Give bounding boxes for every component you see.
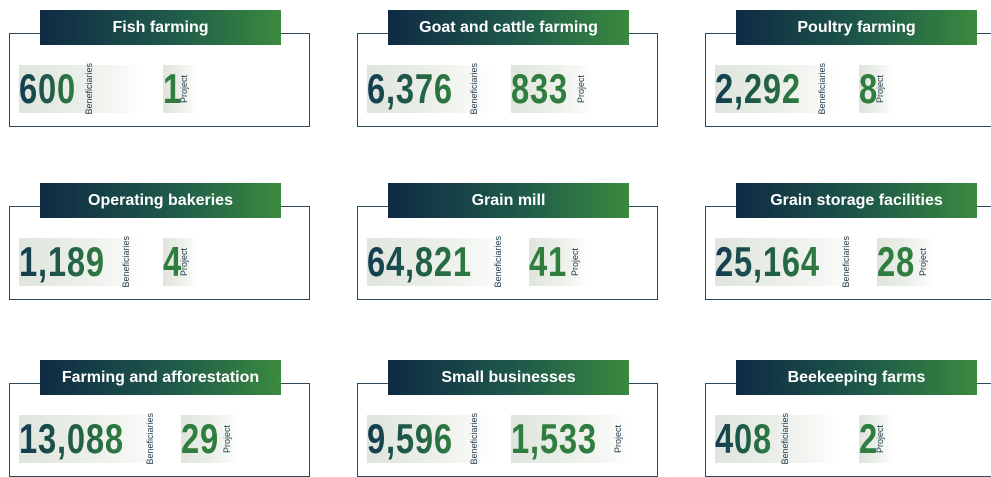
projects-count: 41 — [529, 238, 568, 285]
stat-row: 600 Beneficiaries 1 Project — [19, 63, 198, 115]
beneficiaries-group: 6,376 Beneficiaries — [367, 63, 493, 115]
projects-label: Project — [576, 74, 587, 103]
projects-count: 1 — [163, 65, 183, 112]
beneficiaries-label: Beneficiaries — [817, 63, 828, 115]
card-title: Beekeeping farms — [736, 360, 977, 395]
projects-count: 2 — [859, 415, 879, 462]
card-title: Poultry farming — [736, 10, 977, 45]
projects-label: Project — [875, 424, 886, 453]
stat-row: 408 Beneficiaries 2 Project — [715, 413, 894, 465]
projects-group: 8 Project — [859, 65, 894, 113]
beneficiaries-group: 9,596 Beneficiaries — [367, 413, 493, 465]
beneficiaries-group: 408 Beneficiaries — [715, 413, 841, 465]
projects-group: 41 Project — [529, 238, 589, 286]
stat-row: 13,088 Beneficiaries 29 Project — [19, 413, 241, 465]
stat-row: 64,821 Beneficiaries 41 Project — [367, 236, 589, 288]
beneficiaries-label: Beneficiaries — [469, 63, 480, 115]
beneficiaries-group: 25,164 Beneficiaries — [715, 236, 860, 288]
projects-group: 833 Project — [511, 65, 595, 113]
card-title: Farming and afforestation — [40, 360, 281, 395]
beneficiaries-label: Beneficiaries — [145, 413, 156, 465]
beneficiaries-label: Beneficiaries — [121, 236, 132, 288]
projects-label: Project — [222, 424, 233, 453]
beneficiaries-label: Beneficiaries — [469, 413, 480, 465]
projects-count: 833 — [511, 65, 569, 112]
stat-row: 9,596 Beneficiaries 1,533 Project — [367, 413, 632, 465]
beneficiaries-count: 6,376 — [367, 65, 453, 112]
projects-group: 29 Project — [181, 415, 241, 463]
stat-row: 1,189 Beneficiaries 4 Project — [19, 236, 198, 288]
beneficiaries-count: 64,821 — [367, 238, 472, 285]
stat-card: Farming and afforestation 13,088 Beneficia… — [9, 360, 310, 477]
beneficiaries-group: 600 Beneficiaries — [19, 63, 145, 115]
stat-card: Beekeeping farms 408 Beneficiaries 2 Project — [705, 360, 991, 477]
projects-count: 1,533 — [511, 415, 597, 462]
stat-card: Operating bakeries 1,189 Beneficiaries 4 Pro… — [9, 183, 310, 300]
card-title: Goat and cattle farming — [388, 10, 629, 45]
beneficiaries-label: Beneficiaries — [493, 236, 504, 288]
stat-card: Fish farming 600 Beneficiaries 1 Project — [9, 10, 310, 127]
projects-group: 28 Project — [877, 238, 937, 286]
beneficiaries-count: 13,088 — [19, 415, 124, 462]
projects-group: 2 Project — [859, 415, 894, 463]
card-title: Operating bakeries — [40, 183, 281, 218]
projects-label: Project — [918, 247, 929, 276]
projects-group: 4 Project — [163, 238, 198, 286]
beneficiaries-label: Beneficiaries — [841, 236, 852, 288]
stat-card: Poultry farming 2,292 Beneficiaries 8 Projec… — [705, 10, 991, 127]
projects-count: 8 — [859, 65, 879, 112]
beneficiaries-count: 1,189 — [19, 238, 105, 285]
projects-label: Project — [875, 74, 886, 103]
stat-card: Goat and cattle farming 6,376 Beneficiarie… — [357, 10, 658, 127]
beneficiaries-group: 2,292 Beneficiaries — [715, 63, 841, 115]
projects-count: 28 — [877, 238, 916, 285]
beneficiaries-group: 1,189 Beneficiaries — [19, 236, 145, 288]
stat-row: 2,292 Beneficiaries 8 Project — [715, 63, 894, 115]
projects-label: Project — [613, 424, 624, 453]
beneficiaries-group: 13,088 Beneficiaries — [19, 413, 164, 465]
beneficiaries-group: 64,821 Beneficiaries — [367, 236, 512, 288]
beneficiaries-count: 9,596 — [367, 415, 453, 462]
card-title: Grain storage facilities — [736, 183, 977, 218]
beneficiaries-label: Beneficiaries — [84, 63, 95, 115]
beneficiaries-count: 408 — [715, 415, 773, 462]
stat-row: 6,376 Beneficiaries 833 Project — [367, 63, 595, 115]
stat-card: Small businesses 9,596 Beneficiaries 1,533 P… — [357, 360, 658, 477]
stat-card: Grain mill 64,821 Beneficiaries 41 Project — [357, 183, 658, 300]
stat-card: Grain storage facilities 25,164 Beneficiar… — [705, 183, 991, 300]
card-title: Small businesses — [388, 360, 629, 395]
beneficiaries-count: 25,164 — [715, 238, 820, 285]
card-title: Grain mill — [388, 183, 629, 218]
card-title: Fish farming — [40, 10, 281, 45]
beneficiaries-count: 2,292 — [715, 65, 801, 112]
projects-count: 29 — [181, 415, 220, 462]
beneficiaries-count: 600 — [19, 65, 77, 112]
projects-label: Project — [179, 247, 190, 276]
projects-group: 1,533 Project — [511, 415, 632, 463]
projects-label: Project — [179, 74, 190, 103]
projects-label: Project — [570, 247, 581, 276]
stat-row: 25,164 Beneficiaries 28 Project — [715, 236, 937, 288]
projects-count: 4 — [163, 238, 183, 285]
projects-group: 1 Project — [163, 65, 198, 113]
beneficiaries-label: Beneficiaries — [780, 413, 791, 465]
